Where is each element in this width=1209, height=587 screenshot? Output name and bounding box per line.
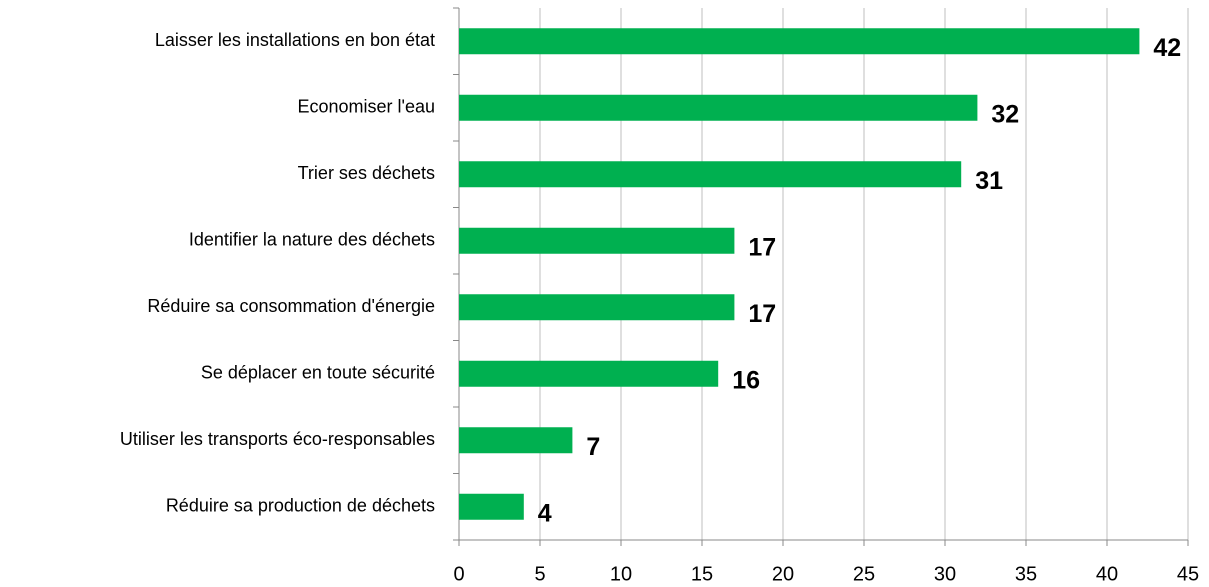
y-tick-label: Laisser les installations en bon état xyxy=(155,30,435,50)
bar xyxy=(459,227,735,254)
x-tick-label: 40 xyxy=(1096,563,1118,585)
data-label: 16 xyxy=(732,366,760,394)
x-tick-label: 5 xyxy=(534,563,545,585)
data-label: 42 xyxy=(1153,34,1181,62)
data-label: 32 xyxy=(991,100,1019,128)
y-tick-label: Se déplacer en toute sécurité xyxy=(201,363,435,383)
x-tick-label: 20 xyxy=(772,563,794,585)
y-tick-label: Réduire sa consommation d'énergie xyxy=(147,296,435,316)
y-tick-label: Utiliser les transports éco-responsables xyxy=(120,429,435,449)
bar xyxy=(459,427,573,454)
bar xyxy=(459,493,524,520)
y-tick-label: Economiser l'eau xyxy=(297,97,435,117)
data-label: 17 xyxy=(748,233,776,261)
bar xyxy=(459,360,719,387)
y-tick-label: Trier ses déchets xyxy=(298,163,435,183)
x-tick-label: 25 xyxy=(853,563,875,585)
x-tick-label: 30 xyxy=(934,563,956,585)
x-tick-label: 15 xyxy=(691,563,713,585)
bar xyxy=(459,94,978,121)
data-label: 17 xyxy=(748,300,776,328)
bar xyxy=(459,294,735,321)
x-tick-label: 10 xyxy=(610,563,632,585)
data-label: 31 xyxy=(975,167,1003,195)
y-tick-label: Réduire sa production de déchets xyxy=(166,496,435,516)
x-tick-label: 0 xyxy=(453,563,464,585)
bar xyxy=(459,28,1140,55)
x-tick-label: 45 xyxy=(1177,563,1199,585)
data-label: 7 xyxy=(586,433,600,461)
y-tick-label: Identifier la nature des déchets xyxy=(189,230,435,250)
data-label: 4 xyxy=(538,499,552,527)
x-tick-label: 35 xyxy=(1015,563,1037,585)
bar xyxy=(459,161,962,188)
